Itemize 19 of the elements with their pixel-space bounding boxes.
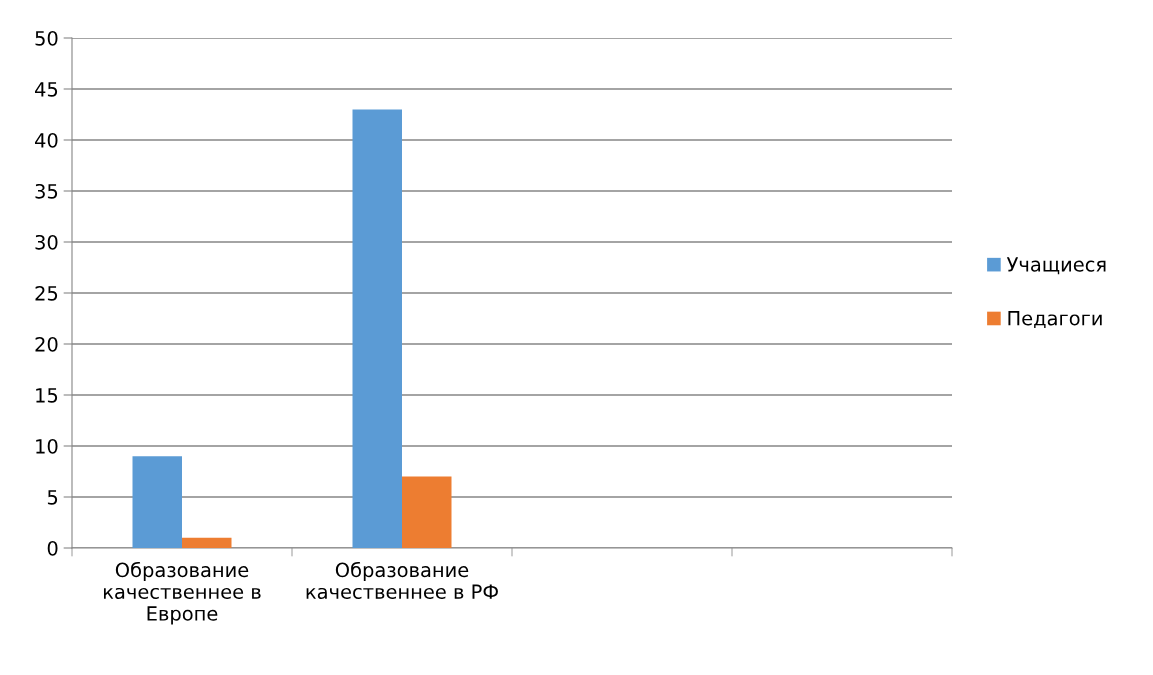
x-tick-label: Образование качественнее в Европе — [103, 561, 261, 625]
bar — [182, 537, 232, 548]
y-tick-label: 10 — [36, 438, 58, 454]
y-tick-label: 25 — [35, 285, 58, 301]
y-tick-label: 15 — [36, 388, 58, 403]
bar — [402, 476, 452, 548]
y-tick-label: 40 — [35, 132, 58, 148]
y-tick-label: 0 — [47, 540, 58, 556]
legend-label: Педагоги — [1008, 311, 1102, 328]
y-tick-label: 20 — [35, 336, 58, 352]
bar — [132, 456, 182, 548]
y-tick-label: 35 — [35, 183, 58, 199]
bar — [352, 109, 402, 548]
y-tick-label: 45 — [35, 82, 58, 97]
y-tick-label: 5 — [47, 490, 58, 505]
y-tick-label: 30 — [35, 234, 58, 250]
x-tick-label: Образование качественнее в РФ — [306, 561, 498, 600]
y-tick-label: 50 — [35, 30, 58, 46]
legend-label: Учащиеся — [1006, 257, 1106, 275]
